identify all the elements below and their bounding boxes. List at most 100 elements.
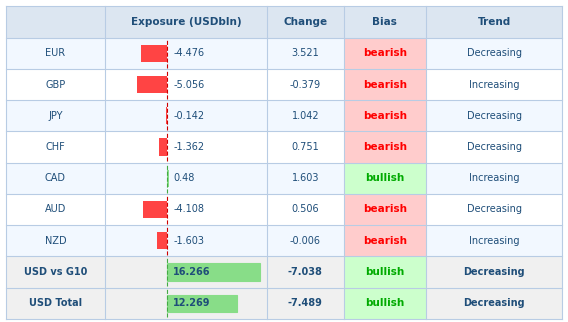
- Text: 0.751: 0.751: [291, 142, 319, 152]
- Text: 12.269: 12.269: [173, 298, 211, 308]
- Text: 16.266: 16.266: [173, 267, 211, 277]
- Text: USD Total: USD Total: [29, 298, 82, 308]
- Text: NZD: NZD: [44, 236, 66, 246]
- Text: -7.489: -7.489: [288, 298, 323, 308]
- Bar: [6, 288, 105, 319]
- Text: -1.362: -1.362: [173, 142, 204, 152]
- Bar: [344, 38, 426, 69]
- Text: Decreasing: Decreasing: [467, 111, 521, 121]
- Text: Decreasing: Decreasing: [467, 48, 521, 58]
- Bar: [6, 69, 105, 100]
- Bar: [166, 170, 169, 187]
- Text: bullish: bullish: [365, 267, 404, 277]
- Bar: [267, 256, 344, 288]
- Text: bullish: bullish: [365, 298, 404, 308]
- Bar: [344, 256, 426, 288]
- Text: 3.521: 3.521: [291, 48, 319, 58]
- Bar: [105, 225, 267, 256]
- Text: bearish: bearish: [363, 142, 407, 152]
- Bar: [426, 163, 562, 194]
- Bar: [267, 163, 344, 194]
- Text: USD vs G10: USD vs G10: [24, 267, 87, 277]
- Text: -5.056: -5.056: [173, 80, 204, 90]
- Bar: [426, 69, 562, 100]
- Bar: [426, 256, 562, 288]
- Text: GBP: GBP: [45, 80, 65, 90]
- Bar: [344, 194, 426, 225]
- Text: Decreasing: Decreasing: [467, 204, 521, 214]
- Text: -0.142: -0.142: [173, 111, 204, 121]
- Bar: [105, 194, 267, 225]
- Bar: [344, 69, 426, 100]
- Bar: [143, 201, 166, 218]
- Text: -7.038: -7.038: [288, 267, 323, 277]
- Text: Decreasing: Decreasing: [463, 298, 525, 308]
- Bar: [105, 6, 267, 38]
- Text: 1.603: 1.603: [291, 173, 319, 183]
- Bar: [426, 6, 562, 38]
- Bar: [105, 131, 267, 163]
- Bar: [6, 194, 105, 225]
- Bar: [105, 256, 267, 288]
- Text: bearish: bearish: [363, 204, 407, 214]
- Text: bullish: bullish: [365, 173, 404, 183]
- Bar: [6, 100, 105, 131]
- Bar: [6, 131, 105, 163]
- Bar: [344, 225, 426, 256]
- Bar: [158, 138, 166, 156]
- Bar: [344, 163, 426, 194]
- Text: -0.006: -0.006: [290, 236, 321, 246]
- Bar: [267, 69, 344, 100]
- Bar: [137, 76, 166, 93]
- Text: AUD: AUD: [45, 204, 66, 214]
- Bar: [344, 6, 426, 38]
- Bar: [6, 163, 105, 194]
- Bar: [344, 69, 426, 100]
- Bar: [267, 131, 344, 163]
- Bar: [267, 194, 344, 225]
- Bar: [6, 6, 105, 38]
- Text: -0.379: -0.379: [290, 80, 321, 90]
- Bar: [344, 194, 426, 225]
- Bar: [267, 6, 344, 38]
- Text: bearish: bearish: [363, 236, 407, 246]
- Bar: [6, 256, 105, 288]
- Bar: [157, 232, 166, 249]
- Text: bearish: bearish: [363, 80, 407, 90]
- Bar: [344, 225, 426, 256]
- Bar: [141, 45, 166, 62]
- Bar: [344, 288, 426, 319]
- Bar: [426, 225, 562, 256]
- Text: 0.48: 0.48: [173, 173, 194, 183]
- Bar: [166, 263, 261, 280]
- Text: -4.108: -4.108: [173, 204, 204, 214]
- Text: Change: Change: [283, 17, 327, 27]
- Text: -4.476: -4.476: [173, 48, 204, 58]
- Text: Increasing: Increasing: [469, 80, 519, 90]
- Bar: [267, 100, 344, 131]
- Bar: [267, 225, 344, 256]
- Bar: [344, 256, 426, 288]
- Bar: [426, 194, 562, 225]
- Text: Decreasing: Decreasing: [467, 142, 521, 152]
- Bar: [6, 38, 105, 69]
- Bar: [344, 288, 426, 319]
- Bar: [426, 100, 562, 131]
- Text: Increasing: Increasing: [469, 173, 519, 183]
- Bar: [426, 38, 562, 69]
- Text: Trend: Trend: [478, 17, 511, 27]
- Bar: [6, 225, 105, 256]
- Bar: [344, 163, 426, 194]
- Text: Bias: Bias: [373, 17, 397, 27]
- Bar: [426, 288, 562, 319]
- Bar: [267, 38, 344, 69]
- Text: Exposure (USDbln): Exposure (USDbln): [131, 17, 241, 27]
- Text: JPY: JPY: [48, 111, 62, 121]
- Text: bearish: bearish: [363, 111, 407, 121]
- Text: CAD: CAD: [45, 173, 66, 183]
- Text: 1.042: 1.042: [291, 111, 319, 121]
- Bar: [344, 100, 426, 131]
- Text: 0.506: 0.506: [291, 204, 319, 214]
- Text: Increasing: Increasing: [469, 236, 519, 246]
- Bar: [105, 100, 267, 131]
